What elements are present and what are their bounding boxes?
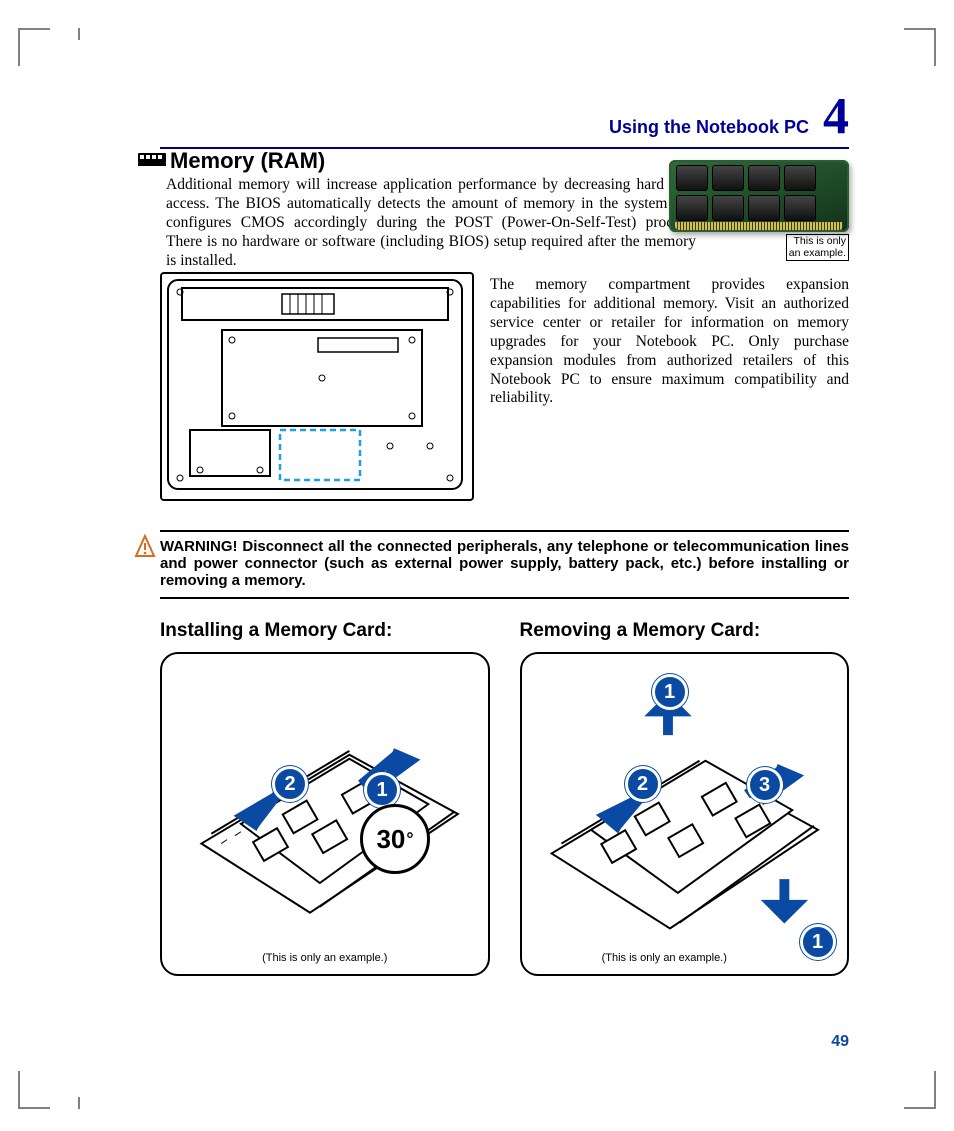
remove-caption: (This is only an example.) bbox=[522, 952, 848, 964]
install-caption: (This is only an example.) bbox=[162, 952, 488, 964]
laptop-underside-diagram bbox=[160, 272, 474, 501]
warning-icon bbox=[134, 534, 156, 565]
warning-text: WARNING! Disconnect all the connected pe… bbox=[160, 530, 849, 599]
remove-step-3-badge: 3 bbox=[747, 767, 783, 803]
ram-module-icon bbox=[138, 152, 166, 171]
crop-mark-tr bbox=[904, 28, 936, 66]
install-step-2-badge: 2 bbox=[272, 766, 308, 802]
chapter-number: 4 bbox=[823, 94, 849, 141]
memory-heading: Memory (RAM) bbox=[170, 148, 325, 174]
crop-mark-bl bbox=[18, 1071, 50, 1109]
install-angle-badge: 30° bbox=[360, 804, 430, 874]
remove-step-1a-badge: 1 bbox=[652, 674, 688, 710]
crop-mark-bl2 bbox=[50, 1097, 80, 1109]
install-diagram: 2 1 30° (This is only an example.) bbox=[160, 652, 490, 976]
crop-mark-tl2 bbox=[50, 28, 80, 40]
ram-photo-caption: This is only an example. bbox=[786, 234, 849, 261]
page-header: Using the Notebook PC 4 bbox=[160, 94, 849, 149]
remove-heading: Removing a Memory Card: bbox=[520, 620, 850, 642]
install-heading: Installing a Memory Card: bbox=[160, 620, 490, 642]
ram-photo: This is only an example. bbox=[669, 160, 849, 261]
page-number: 49 bbox=[831, 1033, 849, 1051]
memory-intro-paragraph: Additional memory will increase applicat… bbox=[166, 176, 696, 271]
compartment-paragraph: The memory compartment provides expansio… bbox=[490, 276, 849, 408]
crop-mark-tl bbox=[18, 28, 50, 66]
install-step-1-badge: 1 bbox=[364, 772, 400, 808]
remove-diagram: 1 2 3 1 (This is only an example.) bbox=[520, 652, 850, 976]
section-title: Using the Notebook PC bbox=[609, 117, 809, 138]
crop-mark-br bbox=[904, 1071, 936, 1109]
remove-step-2-badge: 2 bbox=[625, 766, 661, 802]
